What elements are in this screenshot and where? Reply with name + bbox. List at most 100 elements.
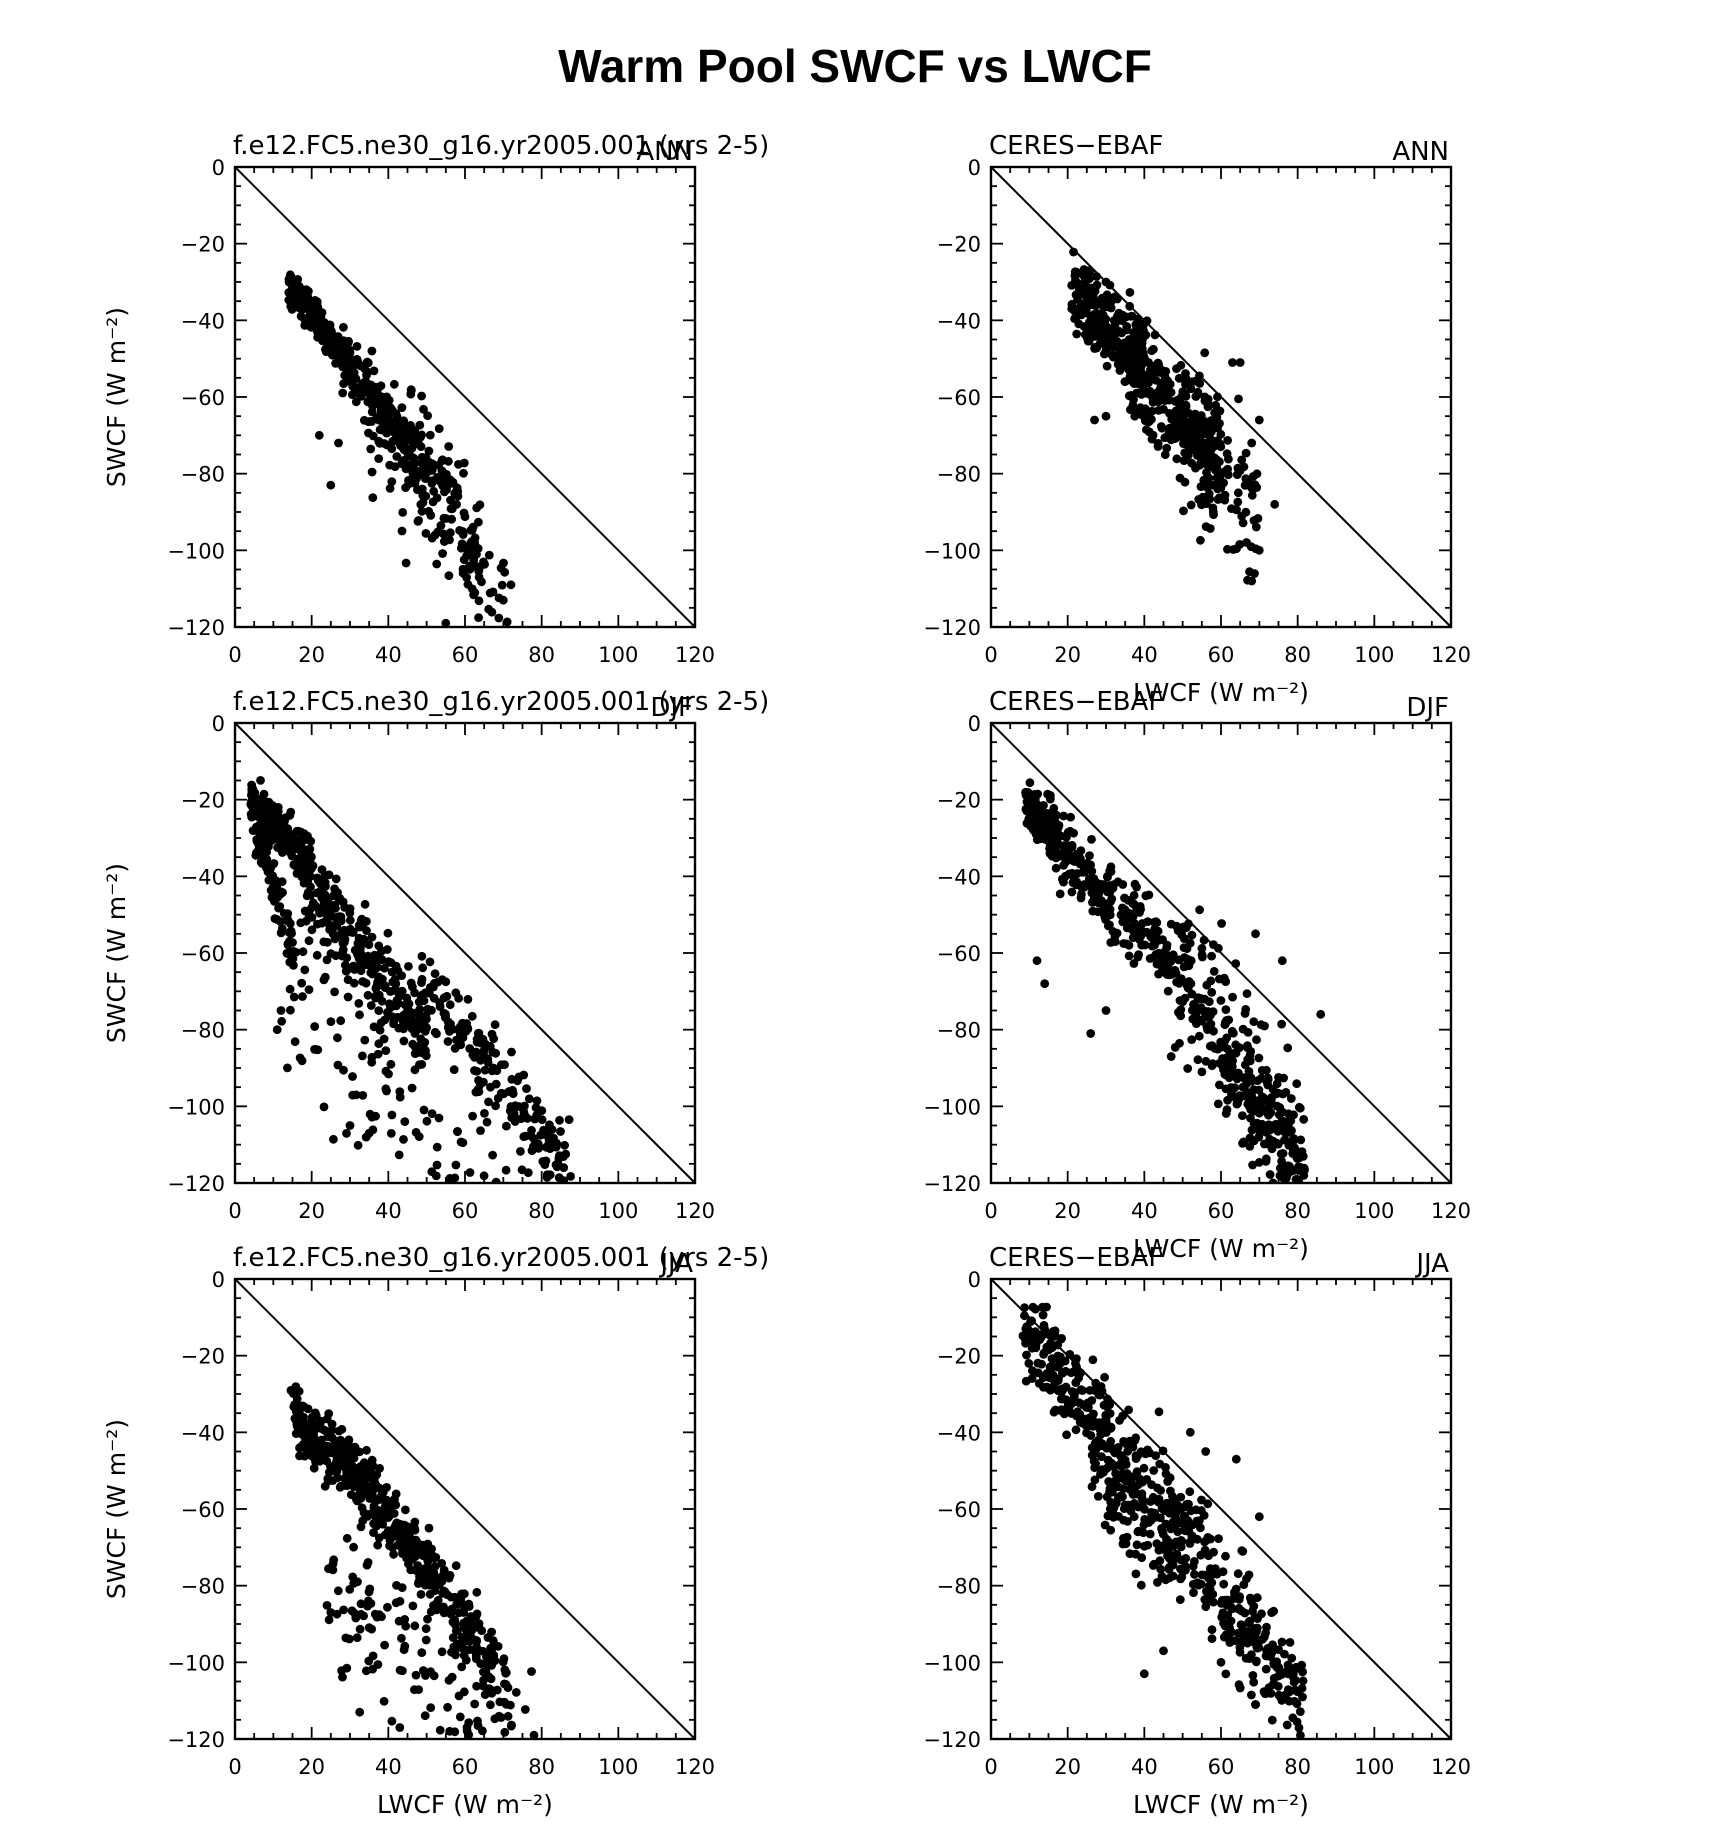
data-point xyxy=(1102,361,1112,371)
x-tick-label: 100 xyxy=(1354,1755,1394,1779)
data-point xyxy=(1251,929,1260,939)
data-point xyxy=(1117,328,1127,338)
data-point xyxy=(313,919,322,929)
data-point xyxy=(1196,1523,1205,1533)
data-point xyxy=(1135,365,1145,375)
data-point xyxy=(1292,1079,1302,1089)
data-point xyxy=(424,1523,434,1533)
data-point xyxy=(397,526,407,536)
data-point xyxy=(363,397,373,407)
data-point xyxy=(1204,400,1213,409)
data-point xyxy=(430,530,440,540)
data-point xyxy=(1020,1303,1029,1313)
data-point xyxy=(1130,1499,1139,1509)
data-point xyxy=(1188,1014,1198,1024)
data-point xyxy=(491,1079,501,1089)
data-point xyxy=(384,1498,394,1508)
data-point xyxy=(364,1656,374,1666)
data-point xyxy=(1253,1614,1262,1623)
data-point xyxy=(283,915,293,925)
data-point xyxy=(342,1129,351,1138)
data-point xyxy=(1225,1635,1235,1645)
data-point xyxy=(517,1165,527,1175)
data-point xyxy=(444,1573,454,1583)
panel-ann-ceres: 0 20 40 60 80 100 120 0 −20 −40 −60 −80 −100 −120 CERE… xyxy=(923,131,1471,707)
data-point xyxy=(1153,442,1163,451)
data-point xyxy=(330,1436,340,1445)
data-point xyxy=(1114,1512,1123,1521)
data-point xyxy=(398,508,408,517)
data-point xyxy=(474,596,484,606)
data-point xyxy=(1252,1627,1261,1637)
data-point xyxy=(254,810,263,820)
data-point xyxy=(296,1442,306,1452)
data-point xyxy=(1090,415,1099,425)
data-point xyxy=(1171,1537,1181,1547)
data-point xyxy=(1196,535,1205,545)
data-point xyxy=(1194,1580,1203,1590)
data-point xyxy=(1244,1067,1254,1076)
x-tick-label: 0 xyxy=(984,643,997,667)
data-point xyxy=(275,917,285,926)
data-point xyxy=(1091,1444,1101,1454)
data-point xyxy=(1233,497,1243,507)
data-point xyxy=(326,343,335,353)
data-point xyxy=(1175,473,1185,483)
data-point xyxy=(316,1423,326,1433)
data-point xyxy=(386,1129,396,1138)
data-point xyxy=(496,1713,506,1722)
x-axis-title-jja-ceres: LWCF (W m⁻²) xyxy=(1133,1790,1309,1819)
data-point xyxy=(1179,456,1189,465)
data-point xyxy=(339,1065,348,1075)
data-point xyxy=(382,1086,391,1096)
x-tick-label: 40 xyxy=(1131,1755,1158,1779)
data-point xyxy=(330,987,339,997)
data-point xyxy=(462,1616,472,1626)
data-point xyxy=(418,1572,427,1582)
data-point xyxy=(454,993,463,1003)
data-point xyxy=(334,895,344,905)
data-point xyxy=(1027,1343,1037,1353)
data-point xyxy=(1243,1028,1253,1037)
data-point xyxy=(333,1060,343,1070)
data-point xyxy=(385,460,395,470)
data-point xyxy=(290,295,300,305)
data-point xyxy=(1099,1417,1109,1427)
data-point xyxy=(474,1623,484,1633)
data-point xyxy=(401,558,411,568)
data-point xyxy=(344,1472,353,1481)
data-point xyxy=(295,1053,305,1063)
x-tick-label: 100 xyxy=(1354,643,1394,667)
x-tick-label: 80 xyxy=(1284,1199,1311,1223)
y-tick-label: −20 xyxy=(937,233,981,257)
data-point xyxy=(1100,1520,1110,1530)
data-point xyxy=(1195,371,1204,381)
data-point xyxy=(392,1518,402,1528)
data-point xyxy=(1126,1506,1136,1516)
data-point xyxy=(289,992,299,1002)
data-point xyxy=(1252,1656,1261,1666)
data-point xyxy=(484,604,494,614)
data-point xyxy=(1125,288,1135,297)
data-point xyxy=(379,1696,389,1706)
data-point xyxy=(1171,426,1180,435)
reference-line-djf-model xyxy=(234,722,696,1184)
data-point xyxy=(363,367,373,377)
x-tick-label: 40 xyxy=(375,1755,402,1779)
data-point xyxy=(444,571,454,580)
data-point xyxy=(389,379,399,389)
data-point xyxy=(1286,1094,1296,1103)
data-point xyxy=(292,283,302,293)
data-point xyxy=(1231,1454,1241,1464)
data-point xyxy=(286,926,296,936)
data-point xyxy=(1224,454,1233,464)
data-point xyxy=(1219,1579,1229,1589)
data-point xyxy=(397,986,407,996)
data-point xyxy=(369,1528,378,1537)
data-point xyxy=(279,909,289,918)
data-point xyxy=(383,1526,393,1536)
data-point xyxy=(1154,1494,1164,1504)
data-point xyxy=(1251,522,1261,532)
data-point xyxy=(1287,1126,1296,1135)
data-point xyxy=(311,1410,321,1420)
